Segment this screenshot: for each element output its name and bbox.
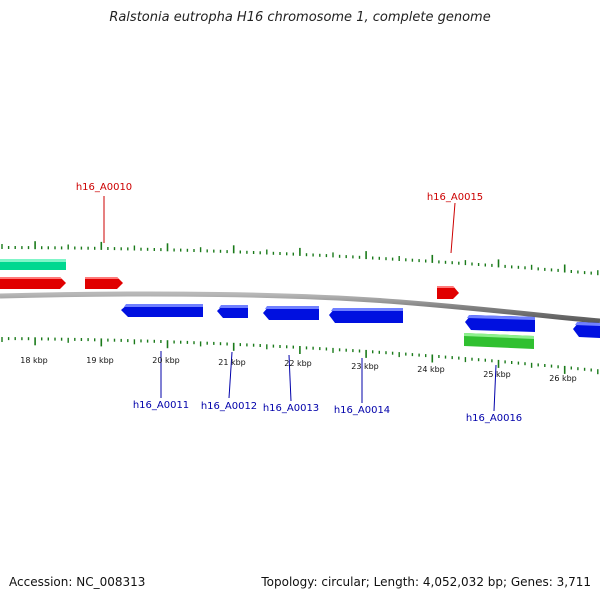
scale-label: 23 kbp	[351, 362, 379, 371]
tick-row-inner	[1, 337, 599, 375]
reverse-gene-arrow[interactable]	[121, 304, 203, 317]
scale-label: 24 kbp	[417, 365, 445, 374]
reverse-gene-arrow[interactable]	[263, 306, 319, 320]
green-feature[interactable]	[464, 333, 534, 349]
scale-label: 18 kbp	[20, 356, 48, 365]
gene-label[interactable]: h16_A0016	[466, 413, 522, 424]
features	[0, 259, 600, 349]
gene-label[interactable]: h16_A0014	[334, 405, 390, 416]
forward-gene-arrow[interactable]	[0, 277, 66, 289]
reverse-gene-arrow[interactable]	[465, 315, 535, 332]
gene-label[interactable]: h16_A0015	[427, 192, 483, 203]
scale-label: 19 kbp	[86, 356, 114, 365]
summary-text: Topology: circular; Length: 4,052,032 bp…	[261, 575, 591, 589]
scale-label: 21 kbp	[218, 358, 246, 367]
scale-label: 26 kbp	[549, 374, 577, 383]
gene-label[interactable]: h16_A0010	[76, 182, 132, 193]
scale-label: 20 kbp	[152, 356, 180, 365]
gene-label[interactable]: h16_A0011	[133, 400, 189, 411]
scale-label: 22 kbp	[284, 359, 312, 368]
scale-label: 25 kbp	[483, 370, 511, 379]
rna-feature[interactable]	[0, 259, 66, 270]
forward-gene-arrow[interactable]	[437, 286, 459, 299]
reverse-gene-arrow[interactable]	[573, 322, 600, 338]
accession-text: Accession: NC_008313	[9, 575, 146, 589]
map-title: Ralstonia eutropha H16 chromosome 1, com…	[109, 10, 491, 25]
reverse-gene-arrow[interactable]	[329, 308, 403, 323]
label-connectors	[103, 196, 497, 412]
forward-gene-arrow[interactable]	[85, 277, 123, 289]
chromosome-backbone	[0, 291, 600, 324]
tick-row-outer	[1, 241, 599, 276]
gene-label[interactable]: h16_A0013	[263, 403, 319, 414]
reverse-gene-arrow[interactable]	[217, 305, 248, 318]
gene-label[interactable]: h16_A0012	[201, 401, 257, 412]
